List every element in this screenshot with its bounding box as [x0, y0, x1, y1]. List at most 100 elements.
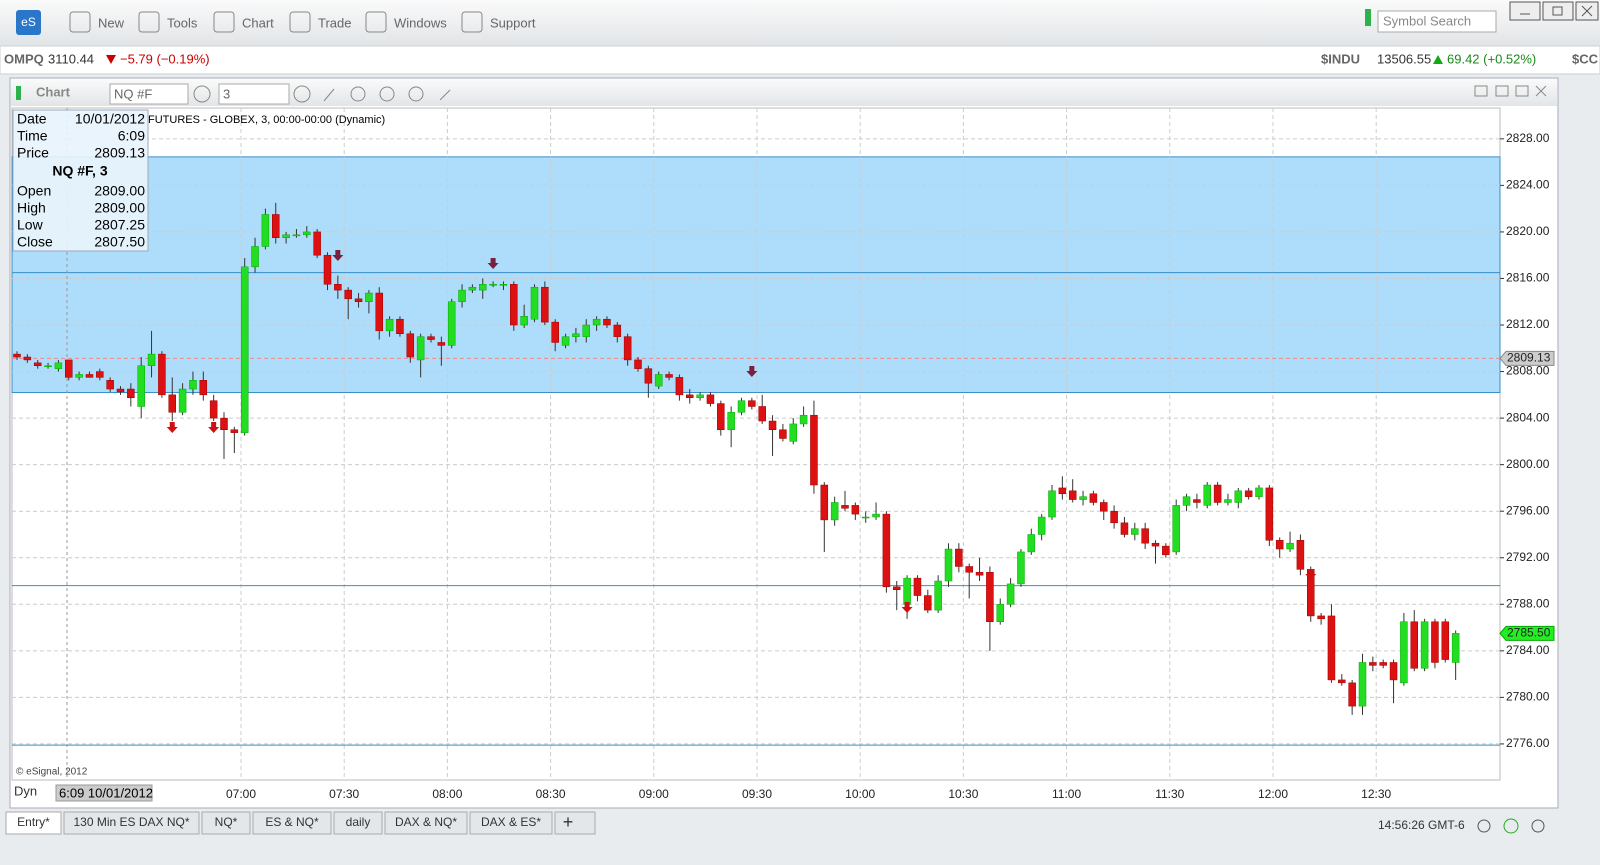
signal-arrow	[208, 422, 220, 433]
candle-body	[1451, 633, 1460, 663]
candle-body	[1131, 528, 1139, 535]
signal-arrow	[166, 422, 178, 433]
candle-body	[613, 324, 622, 337]
candle-body	[116, 388, 125, 393]
candle-body	[799, 414, 808, 425]
candle-body	[841, 505, 849, 509]
chart-subtitle: FUTURES - GLOBEX, 3, 00:00-00:00 (Dynami…	[148, 114, 385, 126]
toolbar-icon[interactable]	[138, 11, 160, 33]
tab[interactable]	[252, 811, 332, 835]
candle-body	[189, 380, 197, 390]
clock: 14:56:26 GMT-6	[1378, 818, 1465, 832]
candle-body	[1400, 621, 1408, 684]
ticker-price: 3110.44	[48, 51, 94, 66]
candle-body	[696, 394, 704, 398]
candle-body	[830, 502, 839, 521]
candle-body	[220, 417, 228, 430]
candle-body	[861, 516, 870, 519]
candle-body	[634, 359, 642, 369]
info-label: Open	[17, 183, 51, 199]
logo-text: eS	[21, 15, 36, 29]
tab[interactable]	[469, 811, 553, 835]
tab[interactable]	[5, 811, 62, 835]
logo[interactable]	[16, 10, 41, 35]
ticker-symbol[interactable]: OMPQ	[4, 51, 44, 66]
candle-body	[1089, 493, 1098, 503]
up-arrow	[1433, 55, 1443, 64]
candle-body	[1224, 499, 1232, 503]
candle-body	[541, 286, 549, 323]
candle-body	[85, 374, 94, 378]
y-tick-label: 2804.00	[1506, 410, 1550, 424]
tab[interactable]	[201, 811, 251, 835]
tab[interactable]	[333, 811, 383, 835]
toolbar-icon[interactable]	[213, 11, 235, 33]
toolbar-button[interactable]: New	[98, 15, 125, 30]
toolbar-icon[interactable]	[69, 11, 91, 33]
candle-body	[1420, 621, 1429, 669]
window-controls[interactable]	[1509, 1, 1599, 21]
dyn-label[interactable]: Dyn	[14, 783, 37, 798]
tab-label[interactable]: DAX & NQ*	[395, 815, 457, 829]
info-value: 2807.50	[94, 234, 145, 250]
symbol-search[interactable]	[1377, 10, 1497, 33]
candle-body	[706, 394, 715, 404]
toolbar-icon[interactable]	[461, 11, 483, 33]
interval-value: 3	[223, 86, 230, 101]
cursor-time: 6:09 10/01/2012	[59, 785, 153, 800]
candle-body	[1369, 662, 1377, 666]
ticker-symbol[interactable]: $CC	[1572, 51, 1599, 66]
candle-body	[106, 380, 114, 390]
candle-body	[944, 548, 953, 582]
candle-body	[1203, 484, 1211, 506]
candle-body	[447, 301, 456, 346]
x-tick-label: 08:00	[432, 787, 462, 801]
add-tab-label[interactable]: +	[563, 812, 574, 832]
candle-body	[1193, 499, 1201, 503]
tab-label[interactable]: DAX & ES*	[481, 815, 541, 829]
candle-body	[1151, 542, 1160, 547]
candle-body	[737, 400, 746, 413]
info-value: 2809.13	[94, 145, 145, 161]
tab[interactable]	[384, 811, 468, 835]
info-value: 2809.00	[94, 183, 145, 199]
add-tab[interactable]	[554, 811, 596, 835]
candle-body	[623, 336, 632, 361]
ticker-symbol[interactable]: $INDU	[1321, 51, 1360, 66]
candle-body	[313, 231, 321, 256]
symbol-input[interactable]	[109, 83, 189, 105]
tab[interactable]	[63, 811, 200, 835]
window-title: Chart	[36, 84, 71, 99]
toolbar-icon[interactable]	[289, 11, 311, 33]
candle-body	[510, 284, 518, 326]
candle-body	[675, 377, 684, 396]
interval-input[interactable]	[218, 83, 290, 105]
toolbar-icon[interactable]	[365, 11, 387, 33]
candle-body	[137, 365, 145, 407]
toolbar-button[interactable]: Tools	[167, 15, 198, 30]
x-tick-label: 11:30	[1155, 787, 1184, 801]
x-tick-label: 08:30	[536, 787, 566, 801]
y-tick-label: 2824.00	[1506, 178, 1550, 192]
candle-body	[520, 316, 528, 326]
toolbar-button[interactable]: Trade	[318, 15, 351, 30]
tab-label[interactable]: daily	[346, 815, 371, 829]
toolbar-button[interactable]: Support	[490, 15, 536, 30]
toolbar-button[interactable]: Windows	[394, 15, 447, 30]
candle-body	[354, 298, 363, 302]
chart-tools[interactable]	[193, 85, 1547, 103]
candle-body	[230, 429, 239, 433]
tab-label[interactable]: NQ*	[215, 815, 238, 829]
candle-body	[779, 429, 787, 439]
candle-body	[1389, 662, 1398, 681]
y-tick-label: 2800.00	[1506, 457, 1550, 471]
candle-body	[644, 368, 653, 384]
tab-label[interactable]: 130 Min ES DAX NQ*	[73, 815, 189, 829]
candle-body	[872, 513, 880, 518]
toolbar-button[interactable]: Chart	[242, 15, 274, 30]
tab-label[interactable]: ES & NQ*	[265, 815, 319, 829]
info-label: Time	[17, 128, 48, 144]
down-arrow	[106, 55, 116, 64]
tab-label[interactable]: Entry*	[17, 815, 50, 829]
candle-body	[1255, 487, 1263, 497]
